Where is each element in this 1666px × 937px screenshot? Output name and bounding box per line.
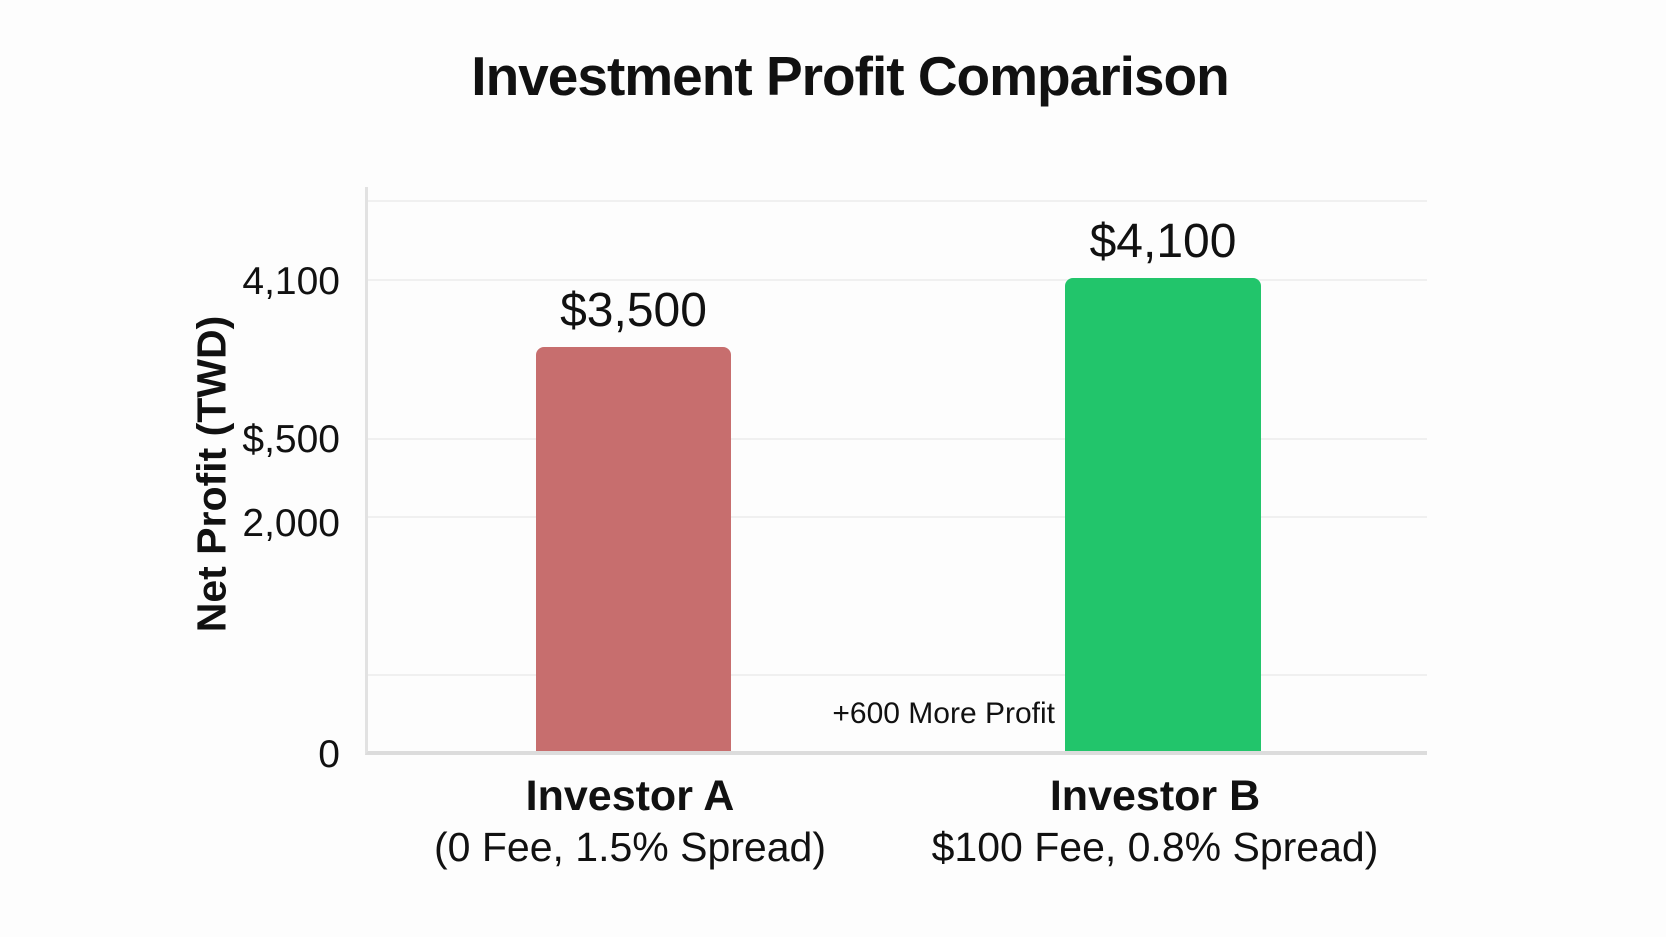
x-label-investor-a-detail: (0 Fee, 1.5% Spread): [434, 824, 826, 870]
y-tick-2500: $,500: [242, 418, 340, 461]
gridline: [368, 674, 1427, 676]
y-tick-2000: 2,000: [242, 502, 340, 545]
plot-area: $3,500 $4,100 +600 More Profit: [365, 187, 1427, 755]
gridline: [368, 279, 1427, 281]
y-tick-4100: 4,100: [242, 260, 340, 303]
y-axis-ticks: 4,100 $,500 2,000 0: [0, 187, 340, 776]
bar-group-investor-b: $4,100: [1065, 187, 1261, 751]
bar-value-label-investor-a: $3,500: [560, 284, 707, 337]
gridline: [368, 200, 1427, 202]
bar-investor-b: [1065, 278, 1261, 751]
x-label-investor-a-name: Investor A: [525, 772, 735, 820]
gridline: [368, 516, 1427, 518]
x-label-investor-b: Investor B $100 Fee, 0.8% Spread): [932, 770, 1379, 872]
gridline: [368, 438, 1427, 440]
bar-group-investor-a: $3,500: [536, 187, 731, 751]
bar-investor-a: [536, 347, 731, 751]
bar-value-label-investor-b: $4,100: [1089, 215, 1237, 268]
x-label-investor-b-detail: $100 Fee, 0.8% Spread): [931, 824, 1379, 870]
y-tick-0: 0: [318, 733, 340, 776]
x-label-investor-b-name: Investor B: [1049, 772, 1261, 820]
chart-title: Investment Profit Comparison: [471, 45, 1229, 107]
more-profit-annotation: +600 More Profit: [832, 697, 1055, 730]
x-label-investor-a: Investor A (0 Fee, 1.5% Spread): [434, 770, 826, 872]
